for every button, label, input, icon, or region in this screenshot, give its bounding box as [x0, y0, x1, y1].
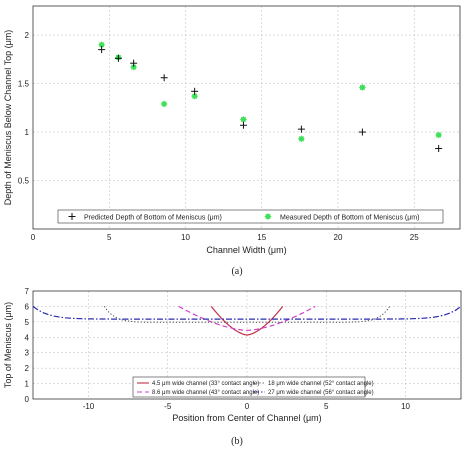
panel-a-legend: Predicted Depth of Bottom of Meniscus (μ…	[57, 209, 444, 224]
panel-b-y-tick-label: 5	[25, 318, 30, 327]
panel-b-y-ticks: 0 1 2 3 4 5 6 7	[25, 287, 30, 404]
series-line-1	[178, 305, 316, 331]
panel-b-legend-swatches	[137, 382, 265, 393]
measured-point	[160, 100, 168, 108]
predicted-point	[358, 128, 366, 136]
predicted-point	[98, 46, 106, 54]
panel-b-y-axis-label: Top of Meniscus (μm)	[3, 302, 13, 388]
star-ray	[359, 84, 366, 91]
panel-a-y-axis-label: Depth of Meniscus Below Channel Top (μm)	[3, 30, 13, 206]
panel-a-y-tick-label: 2	[25, 31, 30, 40]
panel-a-y-tick-label: 1.5	[18, 80, 30, 89]
panel-b-x-tick-label: 10	[401, 402, 410, 411]
series-line-3	[32, 305, 462, 320]
measured-point	[240, 116, 247, 123]
panel-b-x-tick-label: 5	[324, 402, 329, 411]
series-line-2	[103, 306, 391, 323]
panel-b-y-tick-label: 6	[25, 302, 30, 311]
panel-b-x-axis-label: Position from Center of Channel (μm)	[172, 413, 321, 423]
panel-b-legend: 4.5 μm wide channel (33° contact angle) …	[132, 376, 374, 398]
panel-a-caption: (a)	[231, 266, 242, 277]
panel-a-x-tick-label: 5	[107, 233, 112, 242]
series-line-0	[210, 306, 284, 336]
star-ray	[98, 42, 105, 48]
legend-star-glyph	[264, 213, 272, 220]
panel-b-caption: (b)	[231, 436, 243, 447]
legend-8-6um-label: 8.6 μm wide channel (43° contact angle)	[152, 390, 259, 396]
predicted-point	[239, 121, 247, 129]
star-ray	[161, 101, 167, 107]
star-ray	[435, 132, 442, 138]
legend-plus-glyph	[68, 213, 76, 220]
panel-b-y-tick-label: 1	[25, 380, 30, 389]
measured-point	[359, 84, 366, 91]
panel-b-plot-frame	[32, 290, 462, 400]
panel-b-y-tick-label: 0	[25, 395, 30, 404]
panel-b-y-tick-label: 2	[25, 364, 30, 373]
legend-measured-label: Measured Depth of Bottom of Meniscus (μm…	[280, 214, 419, 221]
panel-b-line-chart: -10 -5 0 5 10 0 1 2 3 4 5 6 7 Position from Center …	[3, 287, 462, 447]
predicted-point	[297, 125, 305, 133]
panel-a-legend-box	[57, 209, 444, 224]
panel-b-x-tick-label: -10	[83, 402, 95, 411]
legend-predicted-marker	[68, 213, 76, 220]
legend-measured-marker	[264, 213, 272, 220]
predicted-point	[114, 54, 122, 62]
panel-a-marks	[98, 41, 443, 153]
measured-point	[298, 135, 305, 143]
predicted-point	[191, 87, 199, 95]
star-ray	[298, 136, 305, 142]
panel-a-plot-frame	[32, 5, 461, 230]
predicted-point	[160, 74, 168, 82]
panel-a-x-tick-label: 20	[334, 233, 343, 242]
star-ray	[191, 93, 198, 99]
panel-a-y-tick-label: 0.5	[18, 177, 30, 186]
predicted-point	[435, 145, 443, 153]
predicted-point	[130, 59, 138, 67]
measured-point	[191, 92, 198, 100]
panel-b-x-tick-label: -5	[164, 402, 172, 411]
measured-point	[130, 63, 137, 71]
panel-a-scatter-chart: 0 5 10 15 20 25 0.5 1 1.5 2 Channel Width (μm) D…	[3, 5, 461, 277]
panel-a-grid	[33, 6, 460, 229]
panel-b-x-ticks: -10 -5 0 5 10	[83, 402, 411, 411]
panel-b-series-lines	[32, 305, 462, 336]
measured-point	[435, 131, 442, 139]
legend-18um-label: 18 μm wide channel (52° contact angle)	[268, 381, 374, 387]
panel-b-y-tick-label: 7	[25, 287, 30, 296]
panel-a-x-ticks: 0 5 10 15 20 25	[31, 233, 419, 242]
panel-a-x-axis-label: Channel Width (μm)	[206, 245, 286, 255]
panel-b-y-tick-label: 4	[25, 333, 30, 342]
legend-predicted-label: Predicted Depth of Bottom of Meniscus (μ…	[84, 214, 222, 221]
panel-a-x-tick-label: 0	[31, 233, 36, 242]
panel-a-y-ticks: 0.5 1 1.5 2	[18, 31, 30, 185]
star-ray	[240, 116, 247, 123]
panel-b-legend-box	[132, 376, 366, 398]
measured-point	[98, 41, 105, 49]
legend-4-5um-label: 4.5 μm wide channel (33° contact angle)	[152, 381, 259, 387]
panel-a-x-tick-label: 10	[181, 233, 190, 242]
panel-b-x-tick-label: 0	[245, 402, 250, 411]
legend-27um-label: 27 μm wide channel (56° contact angle)	[268, 390, 374, 396]
star-ray	[130, 64, 137, 70]
panel-b-y-tick-label: 3	[25, 349, 30, 358]
panel-a-y-tick-label: 1	[25, 128, 30, 137]
panel-a-x-tick-label: 25	[410, 233, 419, 242]
panel-a-x-tick-label: 15	[257, 233, 266, 242]
star-ray	[265, 213, 271, 220]
